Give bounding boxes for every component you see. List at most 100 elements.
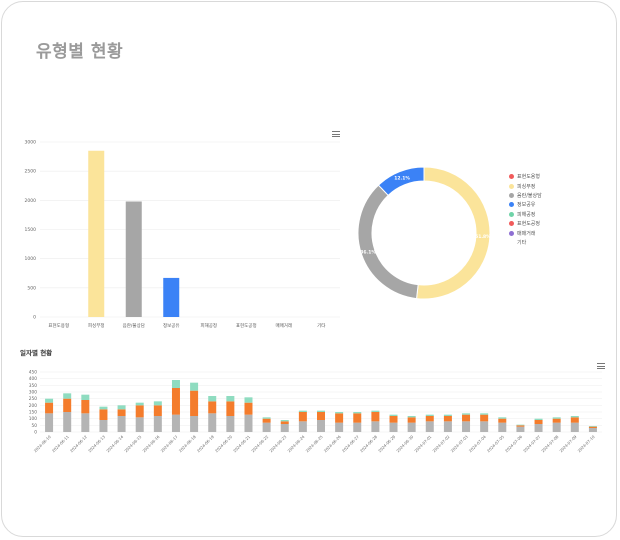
- x-tick-label: 피해공정: [200, 322, 217, 329]
- stacked-bar-segment: [317, 420, 325, 432]
- stacked-bar-segment: [570, 422, 579, 432]
- x-tick-label: 2024-06-22: [250, 434, 270, 454]
- x-tick-label: 2024-07-09: [558, 434, 578, 454]
- stacked-bar-segment: [443, 414, 452, 416]
- legend-swatch: [509, 240, 514, 245]
- slice-label: 36.1%: [360, 249, 376, 255]
- stacked-bar-segment: [153, 416, 162, 432]
- stacked-bar-segment: [335, 422, 344, 432]
- y-tick-label: 350: [29, 383, 37, 389]
- stacked-bar-segment: [588, 428, 597, 432]
- x-tick-label: 2024-06-26: [323, 434, 343, 454]
- stacked-bar-segment: [81, 413, 90, 432]
- hamburger-menu-icon[interactable]: [597, 363, 605, 369]
- stacked-bar-segment: [135, 405, 144, 418]
- x-tick-label: 피싱부정: [88, 322, 105, 329]
- stacked-bar-segment: [153, 401, 162, 406]
- x-tick-label: 2024-07-10: [576, 434, 596, 454]
- stacked-bar-segment: [298, 421, 307, 432]
- daily-stacked-bar-chart: 0501001502002503003504004502024-06-10202…: [29, 370, 602, 454]
- x-tick-label: 2024-06-15: [123, 434, 143, 454]
- stacked-bar-segment: [552, 422, 561, 432]
- stacked-bar-segment: [190, 390, 199, 416]
- y-tick-label: 1500: [25, 227, 37, 233]
- stacked-bar-segment: [226, 401, 235, 416]
- x-tick-label: 2024-06-14: [105, 434, 125, 454]
- stacked-bar-segment: [190, 416, 199, 432]
- legend-label: 음란/불상담: [517, 192, 542, 199]
- legend-item[interactable]: 표현도공정: [509, 219, 542, 228]
- stacked-bar-segment: [498, 417, 507, 419]
- y-tick-label: 2000: [25, 198, 37, 204]
- legend-item[interactable]: 음란/불상담: [509, 191, 542, 200]
- x-tick-label: 2024-06-27: [341, 434, 361, 454]
- legend-item[interactable]: 피싱부정: [509, 181, 542, 190]
- x-tick-label: 2024-06-21: [232, 434, 252, 454]
- stacked-bar-segment: [99, 406, 108, 410]
- stacked-bar-segment: [208, 396, 217, 402]
- stacked-bar-segment: [462, 421, 471, 432]
- legend-swatch: [509, 183, 514, 189]
- stacked-bar-segment: [171, 414, 180, 432]
- slice-label: 12.1%: [394, 176, 410, 182]
- legend-swatch: [509, 192, 514, 198]
- stacked-bar-segment: [462, 414, 471, 422]
- stacked-bar-segment: [570, 417, 579, 423]
- stacked-bar-segment: [117, 405, 126, 410]
- x-tick-label: 2024-06-24: [286, 434, 306, 454]
- stacked-bar-segment: [443, 416, 452, 422]
- y-tick-label: 50: [32, 423, 38, 429]
- stacked-bar-segment: [244, 414, 253, 432]
- x-tick-label: 음란/불상담: [123, 322, 145, 329]
- y-tick-label: 450: [29, 370, 37, 376]
- stacked-bar-segment: [99, 409, 108, 420]
- legend-item[interactable]: 매매거래: [509, 228, 542, 237]
- legend-item[interactable]: 표현도용형: [509, 172, 542, 181]
- stacked-bar-segment: [480, 414, 489, 422]
- y-tick-label: 200: [29, 403, 37, 409]
- stacked-bar-segment: [407, 417, 416, 423]
- stacked-bar-segment: [135, 417, 144, 432]
- y-tick-label: 500: [27, 285, 36, 291]
- legend-swatch: [509, 202, 514, 208]
- stacked-bar-segment: [244, 402, 253, 415]
- stacked-bar-segment: [534, 418, 543, 420]
- x-tick-label: 정보공유: [163, 322, 180, 329]
- stacked-bar-segment: [317, 410, 325, 412]
- x-tick-label: 2024-06-12: [69, 434, 89, 454]
- stacked-bar-segment: [516, 426, 525, 432]
- legend-label: 피해공정: [517, 211, 536, 218]
- x-tick-label: 2024-06-20: [214, 434, 234, 454]
- stacked-bar-segment: [226, 416, 235, 432]
- stacked-bar-segment: [534, 420, 543, 424]
- stacked-bar-segment: [63, 393, 72, 399]
- x-tick-label: 2024-06-25: [305, 434, 325, 454]
- legend-swatch: [509, 230, 514, 236]
- legend-item[interactable]: 피해공정: [509, 210, 542, 219]
- y-tick-label: 0: [34, 430, 37, 436]
- type-donut-chart: 51.8% 36.1% 12.1%: [357, 166, 491, 300]
- x-tick-label: 2024-07-01: [413, 434, 433, 454]
- legend-label: 표현도공정: [517, 221, 541, 228]
- legend-swatch: [509, 211, 514, 217]
- x-tick-label: 2024-06-28: [359, 434, 379, 454]
- stacked-bar-segment: [425, 421, 434, 432]
- y-tick-label: 250: [29, 396, 37, 402]
- y-tick-label: 0: [33, 315, 36, 321]
- stacked-bar-segment: [443, 421, 452, 432]
- legend-item[interactable]: 기타: [509, 238, 542, 247]
- stacked-bar-segment: [353, 422, 362, 432]
- stacked-bar-segment: [389, 414, 398, 416]
- bar: [125, 201, 142, 317]
- stacked-bar-segment: [171, 380, 180, 388]
- donut-slice: [357, 184, 419, 300]
- y-tick-label: 1000: [25, 256, 37, 262]
- hamburger-menu-icon[interactable]: [332, 131, 340, 137]
- legend-item[interactable]: 정보공유: [509, 200, 542, 209]
- x-tick-label: 2024-06-13: [87, 434, 107, 454]
- legend-label: 매매거래: [517, 230, 536, 237]
- daily-section-title: 일자별 현황: [20, 349, 53, 357]
- stacked-bar-segment: [190, 382, 199, 391]
- stacked-bar-segment: [516, 425, 525, 427]
